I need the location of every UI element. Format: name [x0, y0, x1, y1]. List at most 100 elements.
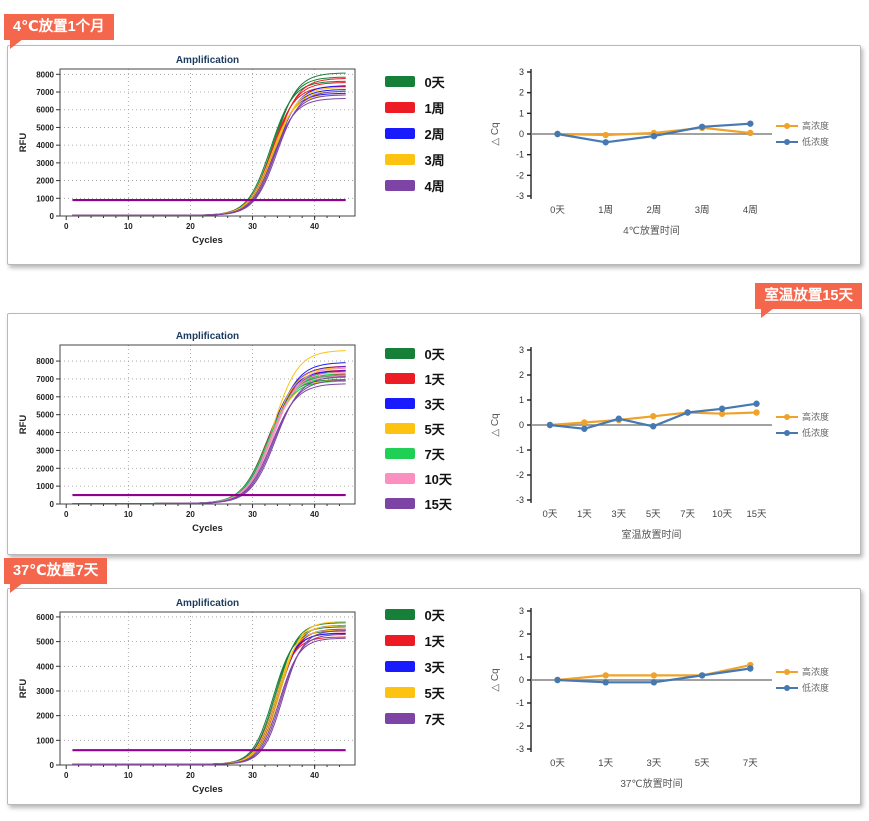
legend-label: 1天 [424, 634, 445, 649]
svg-text:Amplification: Amplification [176, 55, 239, 66]
legend-item: 3天 [385, 657, 486, 676]
legend-label: 0天 [424, 75, 445, 90]
svg-text:0: 0 [64, 771, 69, 780]
legend-label: 10天 [424, 472, 452, 487]
legend-item: 5天 [385, 419, 486, 438]
svg-text:4000: 4000 [36, 662, 54, 671]
svg-text:△ Cq: △ Cq [490, 413, 501, 436]
svg-text:-3: -3 [516, 191, 524, 201]
amplification-plot: Amplification 0 1000 2000 3000 4000 5000 6000 0 1… [18, 598, 356, 795]
panel-37c-7d: Amplification 0 1000 2000 3000 4000 5000 6000 0 1… [7, 588, 861, 805]
legend-swatch [385, 348, 416, 359]
legend-swatch [385, 609, 416, 620]
svg-text:2000: 2000 [36, 177, 54, 186]
svg-text:4000: 4000 [36, 429, 54, 438]
svg-text:Amplification: Amplification [176, 598, 239, 609]
legend-label: 3周 [424, 153, 445, 168]
svg-text:Amplification: Amplification [176, 331, 239, 342]
svg-text:-1: -1 [516, 698, 524, 708]
legend-label: 5天 [424, 422, 445, 437]
svg-text:5天: 5天 [646, 509, 661, 520]
svg-text:4000: 4000 [36, 141, 54, 150]
legend-item: 5天 [385, 683, 486, 702]
legend-label: 15天 [424, 497, 452, 512]
svg-text:10: 10 [124, 510, 133, 519]
svg-text:7000: 7000 [36, 88, 54, 97]
legend-item: 10天 [385, 469, 486, 488]
legend-swatch [385, 661, 416, 672]
svg-text:0: 0 [519, 129, 524, 139]
dcq-chart-4c: -3 -2 -1 0 1 2 3 0天 1周 2周 3周 4周 高浓度 低浓度 4℃放置时间 △ Cq [489, 62, 860, 240]
svg-text:RFU: RFU [18, 415, 29, 435]
svg-text:2周: 2周 [646, 205, 661, 216]
svg-text:15天: 15天 [746, 509, 767, 520]
svg-text:1000: 1000 [36, 194, 54, 203]
svg-text:40: 40 [310, 222, 319, 231]
svg-text:-2: -2 [516, 170, 524, 180]
legend-swatch [385, 473, 416, 484]
amplification-legend-4c: 0天 1周 2周 3周 4周 [385, 72, 486, 202]
amplification-chart-4c: Amplification 0 1000 2000 3000 4000 5000 6000 70… [16, 53, 365, 246]
legend-label: 7天 [424, 447, 445, 462]
legend-label: 5天 [424, 686, 445, 701]
svg-text:0天: 0天 [542, 509, 557, 520]
svg-text:△ Cq: △ Cq [490, 122, 501, 145]
svg-text:0: 0 [64, 510, 69, 519]
svg-text:5000: 5000 [36, 411, 54, 420]
svg-text:1: 1 [519, 395, 524, 405]
legend-swatch [385, 373, 416, 384]
legend-label: 2周 [424, 127, 445, 142]
svg-text:6000: 6000 [36, 106, 54, 115]
legend-item: 7天 [385, 709, 486, 728]
svg-text:3: 3 [519, 606, 524, 616]
svg-text:1000: 1000 [36, 736, 54, 745]
legend-item: 3周 [385, 150, 486, 169]
svg-text:高浓度: 高浓度 [802, 411, 829, 422]
legend-label: 3天 [424, 397, 445, 412]
svg-text:RFU: RFU [18, 133, 29, 153]
svg-text:30: 30 [248, 510, 257, 519]
svg-text:10天: 10天 [712, 509, 733, 520]
svg-text:-3: -3 [516, 744, 524, 754]
svg-text:40: 40 [310, 771, 319, 780]
svg-text:20: 20 [186, 510, 195, 519]
svg-text:4周: 4周 [743, 205, 758, 216]
svg-text:0: 0 [519, 420, 524, 430]
legend-swatch [385, 180, 416, 191]
svg-text:8000: 8000 [36, 70, 54, 79]
dcq-chart-room-temp: -3 -2 -1 0 1 2 3 0天 1天 3天 5天 7天 10天 15天 高浓度 低浓度 室温放置时间 △ … [489, 340, 860, 544]
amplification-chart-room-temp: Amplification 0 1000 2000 3000 4000 5000 6000 70… [16, 329, 365, 534]
legend-swatch [385, 423, 416, 434]
legend-item: 0天 [385, 605, 486, 624]
svg-text:2: 2 [519, 370, 524, 380]
svg-text:3天: 3天 [611, 509, 626, 520]
legend-label: 0天 [424, 608, 445, 623]
legend-swatch [385, 498, 416, 509]
svg-text:低浓度: 低浓度 [802, 682, 829, 693]
legend-swatch [385, 448, 416, 459]
svg-text:7000: 7000 [36, 375, 54, 384]
svg-text:5000: 5000 [36, 123, 54, 132]
svg-text:30: 30 [248, 771, 257, 780]
svg-text:5天: 5天 [694, 758, 709, 769]
svg-text:Cycles: Cycles [192, 523, 223, 533]
amplification-legend-37c: 0天 1天 3天 5天 7天 [385, 605, 486, 735]
legend-swatch [385, 128, 416, 139]
svg-text:-2: -2 [516, 470, 524, 480]
svg-text:△ Cq: △ Cq [490, 668, 501, 691]
amplification-plot: Amplification 0 1000 2000 3000 4000 5000 6000 70… [18, 331, 356, 534]
legend-item: 2周 [385, 124, 486, 143]
svg-text:5000: 5000 [36, 638, 54, 647]
legend-item: 3天 [385, 394, 486, 413]
svg-text:0: 0 [50, 212, 55, 221]
svg-text:1000: 1000 [36, 482, 54, 491]
svg-text:10: 10 [124, 222, 133, 231]
svg-text:3周: 3周 [694, 205, 709, 216]
svg-text:3000: 3000 [36, 159, 54, 168]
legend-label: 7天 [424, 712, 445, 727]
legend-item: 0天 [385, 72, 486, 91]
svg-text:0: 0 [64, 222, 69, 231]
